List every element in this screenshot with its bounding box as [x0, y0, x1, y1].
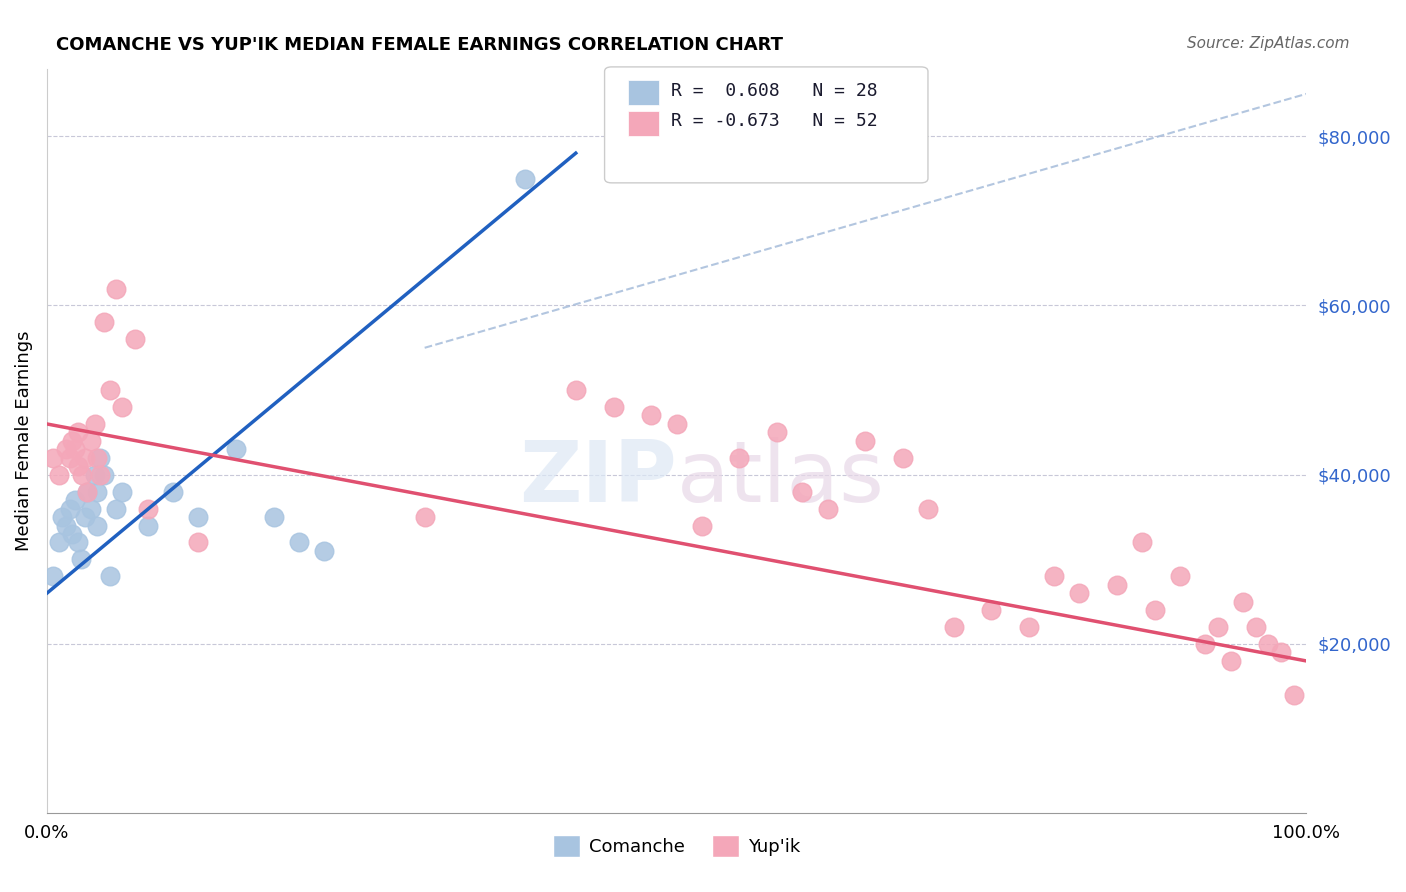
Point: [162, 484, 184, 499]
Point: [76, 484, 98, 499]
Point: [63, 442, 86, 457]
Point: [89, 450, 111, 465]
Point: [980, 603, 1002, 617]
Point: [93, 315, 115, 329]
Point: [287, 535, 309, 549]
Point: [312, 544, 335, 558]
Point: [67, 425, 90, 440]
Point: [1219, 654, 1241, 668]
Point: [63, 493, 86, 508]
Point: [136, 518, 159, 533]
Point: [665, 417, 688, 431]
Point: [1232, 595, 1254, 609]
Legend: Comanche, Yup'ik: Comanche, Yup'ik: [546, 827, 807, 863]
Point: [89, 467, 111, 482]
Point: [1043, 569, 1066, 583]
Point: [80, 501, 103, 516]
Point: [86, 450, 108, 465]
Point: [413, 510, 436, 524]
Text: R = -0.673   N = 52: R = -0.673 N = 52: [671, 112, 877, 130]
Point: [73, 510, 96, 524]
Point: [111, 484, 134, 499]
Point: [766, 425, 789, 440]
Point: [42, 569, 65, 583]
Point: [70, 467, 93, 482]
Point: [917, 501, 939, 516]
Point: [942, 620, 965, 634]
Point: [58, 501, 80, 516]
Point: [1282, 688, 1305, 702]
Point: [86, 518, 108, 533]
Text: ZIP: ZIP: [519, 436, 676, 520]
Point: [1270, 645, 1292, 659]
Point: [124, 332, 146, 346]
Point: [1168, 569, 1191, 583]
Point: [640, 409, 662, 423]
Point: [58, 450, 80, 465]
Point: [855, 434, 877, 448]
Point: [73, 450, 96, 465]
Text: R =  0.608   N = 28: R = 0.608 N = 28: [671, 82, 877, 100]
Point: [1244, 620, 1267, 634]
Point: [42, 450, 65, 465]
Point: [93, 467, 115, 482]
Point: [105, 281, 128, 295]
Point: [792, 484, 814, 499]
Point: [1069, 586, 1091, 600]
Point: [728, 450, 751, 465]
Point: [263, 510, 285, 524]
Point: [225, 442, 247, 457]
Point: [67, 535, 90, 549]
Point: [515, 171, 537, 186]
Point: [690, 518, 713, 533]
Text: Source: ZipAtlas.com: Source: ZipAtlas.com: [1187, 36, 1350, 51]
Point: [187, 535, 209, 549]
Point: [76, 484, 98, 499]
Point: [70, 552, 93, 566]
Point: [602, 400, 624, 414]
Point: [111, 400, 134, 414]
Point: [187, 510, 209, 524]
Point: [83, 417, 105, 431]
Text: COMANCHE VS YUP'IK MEDIAN FEMALE EARNINGS CORRELATION CHART: COMANCHE VS YUP'IK MEDIAN FEMALE EARNING…: [56, 36, 783, 54]
Point: [1107, 578, 1129, 592]
Point: [51, 510, 73, 524]
Point: [891, 450, 914, 465]
Point: [55, 442, 77, 457]
Point: [1257, 637, 1279, 651]
Point: [817, 501, 839, 516]
Point: [1194, 637, 1216, 651]
Point: [60, 527, 83, 541]
Point: [1132, 535, 1154, 549]
Point: [1206, 620, 1229, 634]
Point: [98, 383, 121, 397]
Point: [67, 459, 90, 474]
Point: [565, 383, 588, 397]
Point: [83, 467, 105, 482]
Point: [80, 434, 103, 448]
Point: [60, 434, 83, 448]
Point: [55, 518, 77, 533]
Point: [1143, 603, 1166, 617]
Point: [48, 535, 70, 549]
Point: [48, 467, 70, 482]
Point: [105, 501, 128, 516]
Y-axis label: Median Female Earnings: Median Female Earnings: [15, 331, 32, 551]
Text: atlas: atlas: [676, 436, 884, 520]
Point: [86, 484, 108, 499]
Point: [98, 569, 121, 583]
Point: [1018, 620, 1040, 634]
Point: [136, 501, 159, 516]
